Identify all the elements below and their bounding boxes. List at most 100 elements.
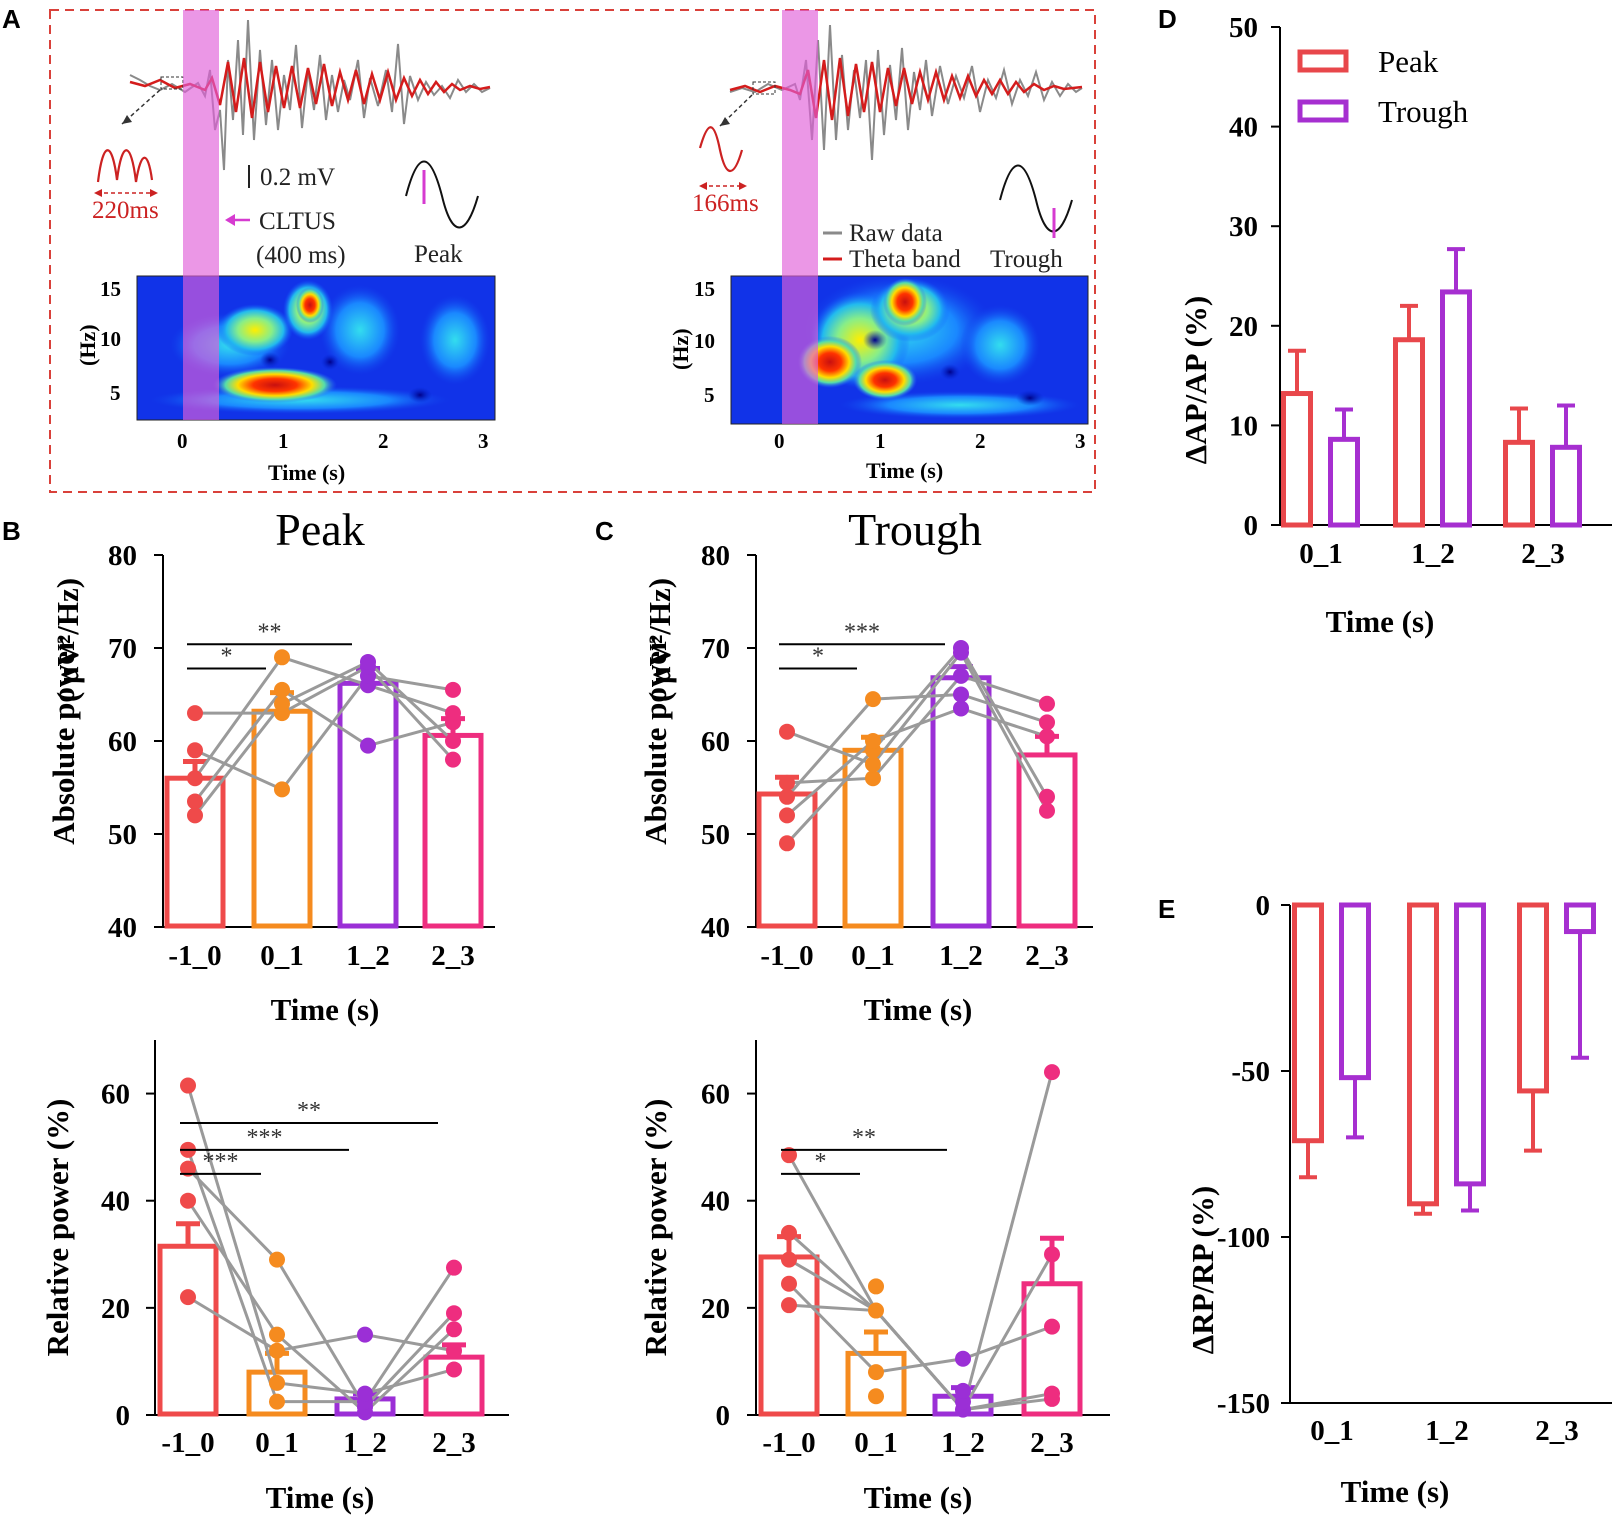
subject-point	[446, 1342, 462, 1359]
cltus-label: CLTUS	[259, 208, 336, 235]
x-tick-label: -1_0	[760, 940, 813, 972]
y-tick-label: 50	[108, 819, 137, 851]
x-axis-label: Time (s)	[864, 992, 973, 1027]
cltus-arrowhead	[225, 214, 235, 226]
a-left-xtick-2: 2	[378, 429, 389, 453]
bar	[246, 1369, 308, 1417]
subject-point	[781, 1297, 797, 1314]
x-axis-label: Time (s)	[266, 1480, 375, 1515]
subject-point	[955, 1382, 971, 1399]
panel-a-right: 166ms Raw data Theta band Trough	[668, 10, 1089, 483]
x-tick-label: 1_2	[941, 1427, 985, 1459]
chart-d: 0 10 20 30 40 50 0_1 1_2 2_3 ΔAP/AP (%) Time (s) Pe…	[1178, 12, 1612, 639]
x-axis-label: Time (s)	[1341, 1474, 1450, 1509]
x-tick-label: -1_0	[161, 1427, 214, 1459]
subject-point	[446, 1361, 462, 1378]
subject-line	[193, 687, 454, 803]
cltus-band-right	[782, 10, 818, 424]
subject-point	[187, 770, 203, 787]
subject-point	[1044, 1318, 1060, 1335]
subject-point	[865, 733, 881, 749]
panel-a: 220ms 0.2 mV CLTUS (400 ms) Peak	[49, 9, 1096, 493]
subject-point	[781, 1147, 797, 1164]
y-tick-label: 20	[701, 1293, 730, 1325]
a-right-ytick-10: 10	[694, 329, 715, 353]
y-tick-label: 50	[1229, 12, 1258, 44]
cltus-duration-label: (400 ms)	[256, 242, 346, 269]
subject-line	[186, 1199, 456, 1415]
y-axis-label: Relative power (%)	[40, 1099, 75, 1357]
bar-peak	[1393, 337, 1425, 528]
subject-point	[180, 1192, 196, 1209]
y-tick-label: 40	[1229, 112, 1258, 144]
bar-trough	[1550, 444, 1582, 528]
legend-raw-label: Raw data	[849, 220, 943, 247]
subject-point	[1044, 1246, 1060, 1263]
subject-point	[360, 737, 376, 754]
subject-line	[186, 1167, 456, 1410]
x-tick-label: 2_3	[431, 940, 475, 972]
a-right-ytick-5: 5	[704, 383, 715, 407]
subject-point	[953, 667, 969, 684]
legend-label-peak: Peak	[1378, 44, 1439, 79]
subject-point	[180, 1160, 196, 1177]
x-tick-label: 1_2	[1425, 1415, 1469, 1447]
subject-point	[446, 1321, 462, 1338]
x-tick-label: 1_2	[346, 940, 390, 972]
bar	[251, 708, 313, 929]
bar	[337, 680, 399, 929]
subject-point	[955, 1350, 971, 1367]
subject-point	[868, 1302, 884, 1319]
subject-point	[953, 686, 969, 703]
bar	[157, 1243, 219, 1417]
x-tick-label: 2_3	[1535, 1415, 1579, 1447]
x-tick-label: -1_0	[762, 1427, 815, 1459]
subject-point	[781, 1251, 797, 1268]
bar-peak	[1503, 439, 1535, 528]
interval-label-right: 166ms	[692, 190, 759, 217]
subject-point	[779, 774, 795, 791]
bar	[1021, 1281, 1083, 1417]
x-tick-label: 0_1	[260, 940, 304, 972]
subject-point	[781, 1275, 797, 1292]
y-tick-label: 0	[1244, 510, 1259, 542]
sine-peak-icon	[405, 160, 479, 229]
y-axis-unit: ( μV²/Hz)	[50, 578, 85, 702]
subject-line	[786, 674, 1048, 785]
subject-point	[445, 681, 461, 698]
y-axis-label: ΔAP/AP (%)	[1178, 296, 1213, 464]
subject-point	[269, 1251, 285, 1268]
x-axis-label: Time (s)	[864, 1480, 973, 1515]
bar-trough	[1564, 902, 1596, 935]
y-tick-label: 0	[716, 1400, 731, 1432]
significance-label: **	[852, 1125, 876, 1151]
y-tick-label: -50	[1231, 1056, 1270, 1088]
subject-point	[1039, 788, 1055, 805]
zoomed-theta-right	[698, 126, 744, 172]
y-tick-label: 70	[108, 633, 137, 665]
legend-theta-label: Theta band	[849, 246, 961, 273]
subject-point	[187, 705, 203, 722]
y-tick-label: -100	[1217, 1222, 1270, 1254]
bar-trough	[1328, 436, 1360, 528]
a-right-xtick-1: 1	[875, 429, 886, 453]
bar	[1016, 752, 1078, 929]
subject-point	[1039, 728, 1055, 745]
panel-a-dashed-frame	[49, 9, 1096, 493]
x-tick-label: 1_2	[939, 940, 983, 972]
y-tick-label: 60	[701, 1079, 730, 1111]
significance-label: *	[221, 643, 233, 669]
subject-point	[953, 640, 969, 656]
zoom-arrowhead-right	[720, 117, 730, 126]
legend-swatch-trough	[1297, 99, 1349, 123]
chart-title: Peak	[275, 504, 364, 555]
subject-point	[779, 835, 795, 852]
significance-label: ***	[247, 1125, 283, 1151]
chart-title: Trough	[848, 504, 982, 555]
bar	[845, 1350, 907, 1417]
subject-line	[193, 655, 454, 780]
subject-line	[785, 692, 1048, 798]
y-tick-label: 40	[701, 912, 730, 944]
